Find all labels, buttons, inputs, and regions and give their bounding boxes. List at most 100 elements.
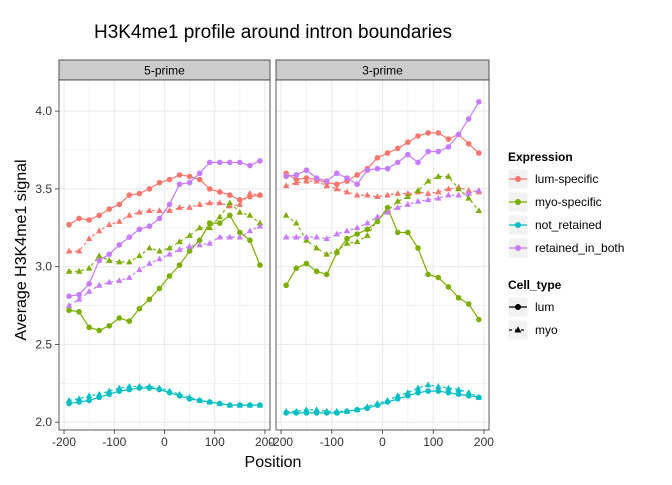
legend-key-marker (515, 176, 521, 182)
data-point-retained_in_both-myo (156, 255, 163, 262)
data-point-lum-specific-myo (95, 227, 103, 234)
data-point-myo-specific-myo (475, 207, 483, 214)
data-point-lum-specific-lum (425, 130, 431, 136)
data-point-retained_in_both-myo (95, 281, 103, 288)
data-point-myo-specific-lum (126, 318, 133, 324)
data-point-myo-specific-lum (465, 301, 472, 307)
data-point-retained_in_both-lum (445, 144, 452, 150)
x-tick-label: 0 (379, 435, 386, 449)
data-point-myo-specific-lum (136, 305, 143, 312)
data-point-retained_in_both-myo (465, 190, 472, 196)
y-tick-label: 4.0 (35, 104, 52, 118)
data-point-not_retained-myo (384, 397, 391, 403)
data-point-myo-specific-myo (313, 244, 320, 251)
legend-key-marker (515, 222, 521, 228)
data-point-myo-specific-lum (354, 231, 360, 237)
legend-label: myo (535, 323, 558, 337)
data-point-retained_in_both-myo (136, 266, 143, 273)
data-point-myo-specific-lum (196, 237, 203, 244)
data-point-retained_in_both-myo (374, 213, 381, 220)
data-point-lum-specific-myo (282, 182, 290, 189)
data-point-myo-specific-myo (226, 199, 234, 206)
data-point-lum-specific-lum (146, 186, 153, 192)
data-point-lum-specific-myo (226, 202, 234, 209)
data-point-retained_in_both-lum (126, 234, 133, 240)
data-point-myo-specific-myo (445, 173, 452, 179)
data-point-retained_in_both-myo (256, 222, 264, 229)
data-point-myo-specific-lum (206, 220, 213, 226)
data-point-lum-specific-lum (126, 192, 133, 198)
data-point-not_retained-myo (75, 395, 83, 402)
data-point-retained_in_both-lum (257, 158, 263, 164)
data-point-lum-specific-myo (445, 185, 452, 192)
data-point-myo-specific-lum (257, 262, 263, 268)
data-point-retained_in_both-lum (364, 167, 371, 174)
data-point-not_retained-myo (455, 386, 462, 392)
data-point-retained_in_both-lum (313, 175, 320, 181)
data-point-myo-specific-myo (75, 267, 83, 274)
data-point-myo-specific-lum (323, 271, 330, 278)
data-point-lum-specific-myo (384, 191, 391, 198)
x-tick-label: -200 (52, 435, 76, 449)
data-point-not_retained-lum (435, 388, 442, 394)
data-point-myo-specific-lum (186, 248, 193, 254)
x-tick-label: 100 (423, 435, 443, 449)
data-point-retained_in_both-myo (246, 227, 254, 234)
data-point-myo-specific-myo (65, 267, 73, 274)
data-point-myo-specific-lum (283, 282, 289, 289)
data-point-myo-specific-lum (415, 245, 421, 251)
data-point-retained_in_both-myo (343, 227, 351, 234)
data-point-retained_in_both-lum (374, 165, 381, 172)
data-point-retained_in_both-myo (333, 230, 341, 237)
data-point-lum-specific-lum (86, 217, 92, 223)
data-point-lum-specific-myo (65, 247, 73, 254)
data-point-myo-specific-lum (344, 235, 350, 242)
data-point-retained_in_both-lum (216, 159, 223, 166)
x-tick-label: -200 (269, 435, 293, 449)
data-point-retained_in_both-myo (394, 204, 401, 210)
data-point-lum-specific-myo (75, 247, 83, 254)
y-axis-label: Average H3K4me1 signal (13, 159, 30, 340)
legend-key-marker (515, 199, 521, 205)
data-point-lum-specific-lum (435, 130, 442, 136)
y-tick-label: 3.0 (35, 260, 52, 274)
x-tick-label: 200 (474, 435, 494, 449)
data-point-not_retained-myo (445, 384, 452, 391)
data-point-lum-specific-myo (333, 185, 341, 192)
data-point-lum-specific-myo (424, 190, 432, 196)
data-point-lum-specific-lum (237, 196, 243, 203)
data-point-retained_in_both-myo (404, 201, 412, 207)
data-point-lum-specific-myo (176, 204, 183, 210)
data-point-not_retained-myo (136, 383, 143, 389)
data-point-lum-specific-lum (136, 190, 143, 197)
data-point-retained_in_both-lum (394, 159, 401, 166)
data-point-lum-specific-myo (303, 177, 310, 184)
legend-item-lum-specific: lum-specific (507, 168, 598, 190)
data-point-retained_in_both-lum (384, 165, 391, 172)
data-point-retained_in_both-lum (86, 280, 92, 287)
data-point-not_retained-myo (246, 401, 254, 408)
data-point-retained_in_both-myo (166, 250, 173, 257)
data-point-not_retained-myo (106, 387, 113, 394)
data-point-lum-specific-myo (196, 201, 203, 207)
data-point-lum-specific-myo (343, 188, 351, 195)
data-point-myo-specific-myo (455, 185, 462, 192)
data-point-lum-specific-lum (116, 201, 123, 208)
data-point-lum-specific-lum (76, 215, 82, 222)
data-point-lum-specific-myo (394, 190, 401, 196)
y-tick-label: 2.0 (35, 415, 52, 429)
data-point-lum-specific-myo (116, 218, 123, 224)
data-point-myo-specific-lum (227, 212, 233, 219)
data-point-not_retained-myo (313, 406, 320, 413)
data-point-lum-specific-myo (353, 191, 361, 198)
data-point-retained_in_both-myo (65, 302, 73, 308)
data-point-lum-specific-lum (334, 181, 340, 188)
data-point-lum-specific-lum (186, 173, 193, 180)
data-point-myo-specific-lum (405, 229, 411, 236)
data-point-retained_in_both-lum (405, 151, 411, 158)
data-point-retained_in_both-lum (237, 159, 243, 166)
data-point-retained_in_both-lum (206, 159, 213, 166)
y-tick-label: 2.5 (35, 337, 52, 351)
data-point-not_retained-myo (116, 384, 123, 391)
